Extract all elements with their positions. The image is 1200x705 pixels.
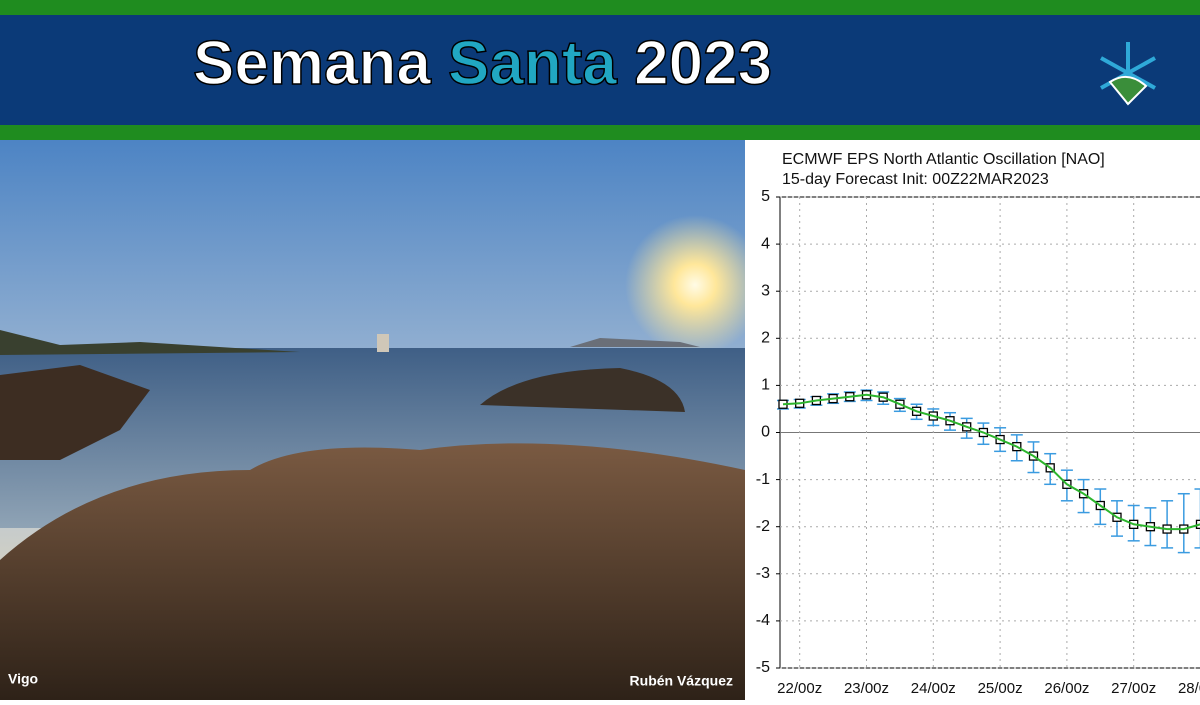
chart-title: ECMWF EPS North Atlantic Oscillation [NA… [782, 151, 1105, 168]
y-tick-label: 1 [761, 377, 770, 394]
y-tick-label: -2 [756, 518, 770, 535]
x-tick-label: 23/00z [844, 680, 889, 697]
y-tick-label: 4 [761, 235, 770, 252]
x-tick-label: 26/00z [1044, 680, 1089, 697]
y-tick-label: 0 [761, 424, 770, 441]
x-tick-label: 22/00z [777, 680, 822, 697]
y-tick-label: 3 [761, 282, 770, 299]
x-tick-label: 25/00z [978, 680, 1023, 697]
title-word: Santa [448, 29, 617, 98]
y-tick-label: -3 [756, 565, 770, 582]
photo-credit: Rubén Vázquez [630, 673, 733, 689]
x-tick-label: 24/00z [911, 680, 956, 697]
photo-location: Vigo [8, 671, 38, 687]
x-tick-label: 27/00z [1111, 680, 1156, 697]
y-tick-label: -1 [756, 471, 770, 488]
y-tick-label: 2 [761, 330, 770, 347]
title-word: 2023 [634, 29, 772, 98]
chart-subtitle: 15-day Forecast Init: 00Z22MAR2023 [782, 171, 1049, 188]
y-tick-label: 5 [761, 188, 770, 205]
photo [0, 140, 765, 700]
x-tick-label: 28/00z [1178, 680, 1200, 697]
chart-panel [745, 140, 1200, 700]
y-tick-label: -5 [756, 659, 770, 676]
title-word: Semana [193, 29, 431, 98]
top-strip [0, 0, 1200, 15]
bottom-strip [0, 125, 1200, 140]
banner-title: Semana Santa 2023 [193, 29, 772, 98]
y-tick-label: -4 [756, 612, 770, 629]
